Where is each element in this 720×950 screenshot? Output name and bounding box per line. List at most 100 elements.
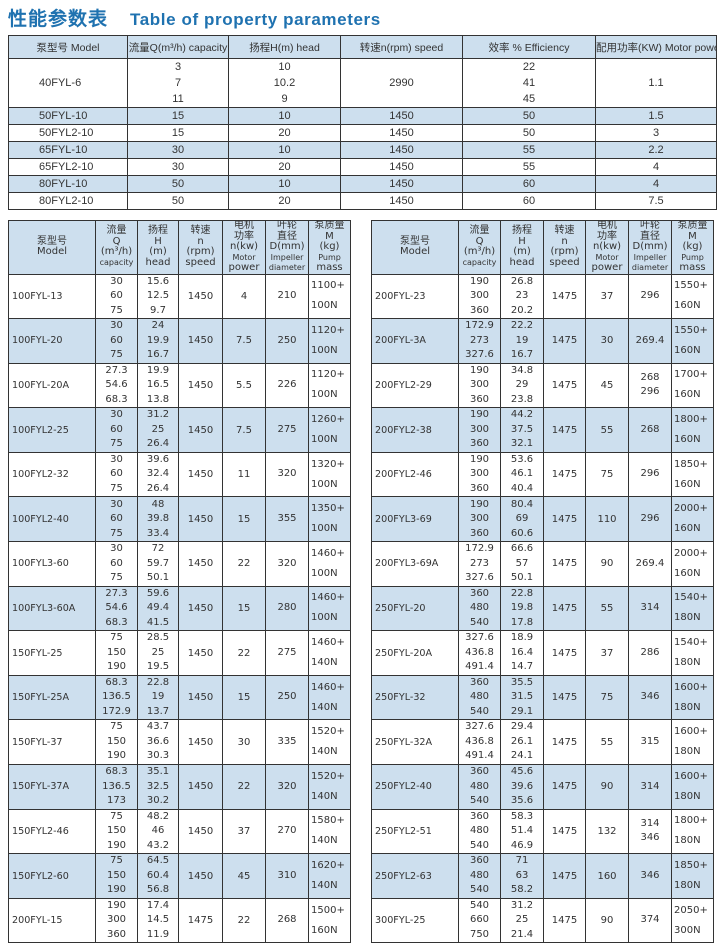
head-cell-line: 59.6 <box>146 587 170 599</box>
capacity-cell-line: 540 <box>469 616 490 628</box>
column-header-line: speed <box>185 256 216 268</box>
property-table-right: 泵型号 Model 流量 Q (m³/h) capacity 扬程 H (m) head 转速 n (r… <box>371 220 714 944</box>
capacity-cell-line: 60 <box>110 557 123 569</box>
impeller-diameter-cell: 296 <box>628 273 672 320</box>
head-cell: 20 <box>228 158 341 176</box>
table-row: 200FYL3-69A 172.9 273 327.6 66.6 57 50.1 1475 90… <box>371 541 714 587</box>
table-row: 250FYL-20 360 480 540 22.8 19.8 17.8 1475 55 314 1… <box>371 585 714 632</box>
table-row: 100FYL3-60A 27.3 54.6 68.3 59.6 49.4 41.5 1450 1… <box>8 585 351 632</box>
capacity-cell-line: 327.6 <box>465 721 494 733</box>
table-row: 150FYL-37 75 150 190 43.7 36.6 30.3 1450 30 335 15… <box>8 719 351 766</box>
model-cell: 100FYL3-60 <box>8 541 96 587</box>
capacity-cell: 172.9 273 327.6 <box>458 541 501 587</box>
motor-power-cell: 1.1 <box>595 58 717 108</box>
head-cell-line: 51.4 <box>510 825 534 837</box>
motor-power-cell: 3 <box>595 124 717 142</box>
pump-mass-cell-line: 1500+ <box>311 904 345 916</box>
table-row: 100FYL-13 30 60 75 15.6 12.5 9.7 1450 4 210 1100+ 1… <box>8 273 351 320</box>
speed-cell: 1475 <box>178 897 223 944</box>
impeller-diameter-cell: 250 <box>265 674 309 721</box>
table-row: 65FYL2-10 30 20 1450 55 4 <box>8 158 717 176</box>
pump-mass-cell-line: 100N <box>311 434 338 446</box>
motor-power-cell: 160 <box>585 853 629 899</box>
capacity-cell-line: 190 <box>469 275 490 287</box>
head-cell-line: 30.3 <box>146 750 170 762</box>
capacity-cell-line: 540 <box>469 899 490 911</box>
capacity-cell-line: 360 <box>106 928 127 940</box>
capacity-cell-line: 136.5 <box>102 780 131 792</box>
head-cell-line: 19 <box>515 334 529 346</box>
capacity-cell: 360 480 540 <box>458 764 501 810</box>
column-header-line: 叶轮 <box>277 220 297 231</box>
capacity-cell-line: 54.6 <box>105 379 128 391</box>
impeller-diameter-cell: 286 <box>628 630 672 676</box>
speed-cell: 1450 <box>178 808 223 855</box>
column-header: 泵质量 M (kg) Pump mass <box>671 220 714 275</box>
capacity-cell-line: 150 <box>106 869 127 881</box>
column-header-line: capacity <box>462 257 497 267</box>
head-cell: 22.8 19 13.7 <box>137 674 179 721</box>
column-header-line: capacity <box>99 257 134 267</box>
impeller-diameter-cell-line: 268 <box>640 371 660 383</box>
column-header-line: Model <box>399 246 431 258</box>
capacity-cell-line: 136.5 <box>102 691 131 703</box>
head-cell-line: 26.4 <box>146 438 170 450</box>
head-cell: 64.5 60.4 56.8 <box>137 853 179 899</box>
head-cell: 31.2 25 26.4 <box>137 407 179 453</box>
impeller-diameter-cell-line: 286 <box>640 646 660 658</box>
capacity-cell: 68.3 136.5 172.9 <box>95 674 138 721</box>
capacity-cell: 27.3 54.6 68.3 <box>95 362 138 409</box>
pump-mass-cell-line: 180N <box>674 835 701 847</box>
capacity-cell-line: 75 <box>110 855 123 867</box>
impeller-diameter-cell-line: 314 <box>640 602 660 614</box>
pump-mass-cell-line: 1540+ <box>674 637 708 649</box>
head-cell-line: 40.4 <box>510 482 534 494</box>
motor-power-cell: 37 <box>222 808 266 855</box>
impeller-diameter-cell-line: 250 <box>277 691 297 703</box>
capacity-cell-line: 190 <box>106 839 127 851</box>
model-cell: 200FYL2-38 <box>371 407 459 453</box>
capacity-cell: 30 60 75 <box>95 451 138 498</box>
efficiency-cell: 22 41 45 <box>462 58 596 108</box>
speed-cell: 1450 <box>178 407 223 453</box>
head-cell-line: 58.2 <box>510 884 534 896</box>
capacity-cell-line: 172.9 <box>465 320 494 332</box>
speed-cell: 1475 <box>543 853 586 899</box>
head-cell-line: 24.1 <box>510 750 534 762</box>
model-cell: 150FYL2-46 <box>8 808 96 855</box>
head-cell-line: 25 <box>151 646 165 658</box>
pump-mass-cell-line: 180N <box>674 746 701 758</box>
table-row: 200FYL2-29 190 300 360 34.8 29 23.8 1475 45 268 29… <box>371 362 714 409</box>
motor-power-cell: 110 <box>585 496 629 543</box>
capacity-cell-line: 7 <box>174 77 182 89</box>
speed-cell: 1450 <box>340 158 463 176</box>
capacity-cell-line: 540 <box>469 839 490 851</box>
property-table-left: 泵型号 Model 流量 Q (m³/h) capacity 扬程 H (m) head 转速 n (r… <box>8 220 351 944</box>
speed-cell: 1450 <box>178 630 223 676</box>
head-cell: 53.6 46.1 40.4 <box>500 451 544 498</box>
efficiency-cell: 60 <box>462 175 596 193</box>
table-row: 65FYL-10 30 10 1450 55 2.2 <box>8 141 717 159</box>
pump-mass-cell-line: 1460+ <box>311 592 345 604</box>
speed-cell: 1475 <box>543 897 586 944</box>
impeller-diameter-cell: 320 <box>265 764 309 810</box>
capacity-cell-line: 360 <box>469 855 490 867</box>
head-cell-line: 36.6 <box>146 735 170 747</box>
motor-power-cell: 4 <box>222 273 266 320</box>
pump-mass-cell-line: 1100+ <box>311 280 345 292</box>
column-header: 流量 Q (m³/h) capacity <box>95 220 138 275</box>
capacity-cell-line: 75 <box>110 810 123 822</box>
capacity-cell-line: 190 <box>106 661 127 673</box>
motor-power-cell: 30 <box>585 318 629 364</box>
capacity-cell-line: 60 <box>110 513 123 525</box>
capacity-cell-line: 300 <box>469 468 490 480</box>
column-header: 泵型号 Model <box>8 35 128 59</box>
impeller-diameter-cell: 374 <box>628 897 672 944</box>
motor-power-cell: 15 <box>222 585 266 632</box>
column-header-line: 泵质量 <box>677 220 708 231</box>
pump-mass-cell-line: 1120+ <box>311 369 345 381</box>
column-header-line: Impeller <box>270 252 304 262</box>
pump-mass-cell-line: 160N <box>674 567 701 579</box>
model-cell: 250FYL2-51 <box>371 808 459 855</box>
column-header-line: 扬程 <box>148 225 168 237</box>
